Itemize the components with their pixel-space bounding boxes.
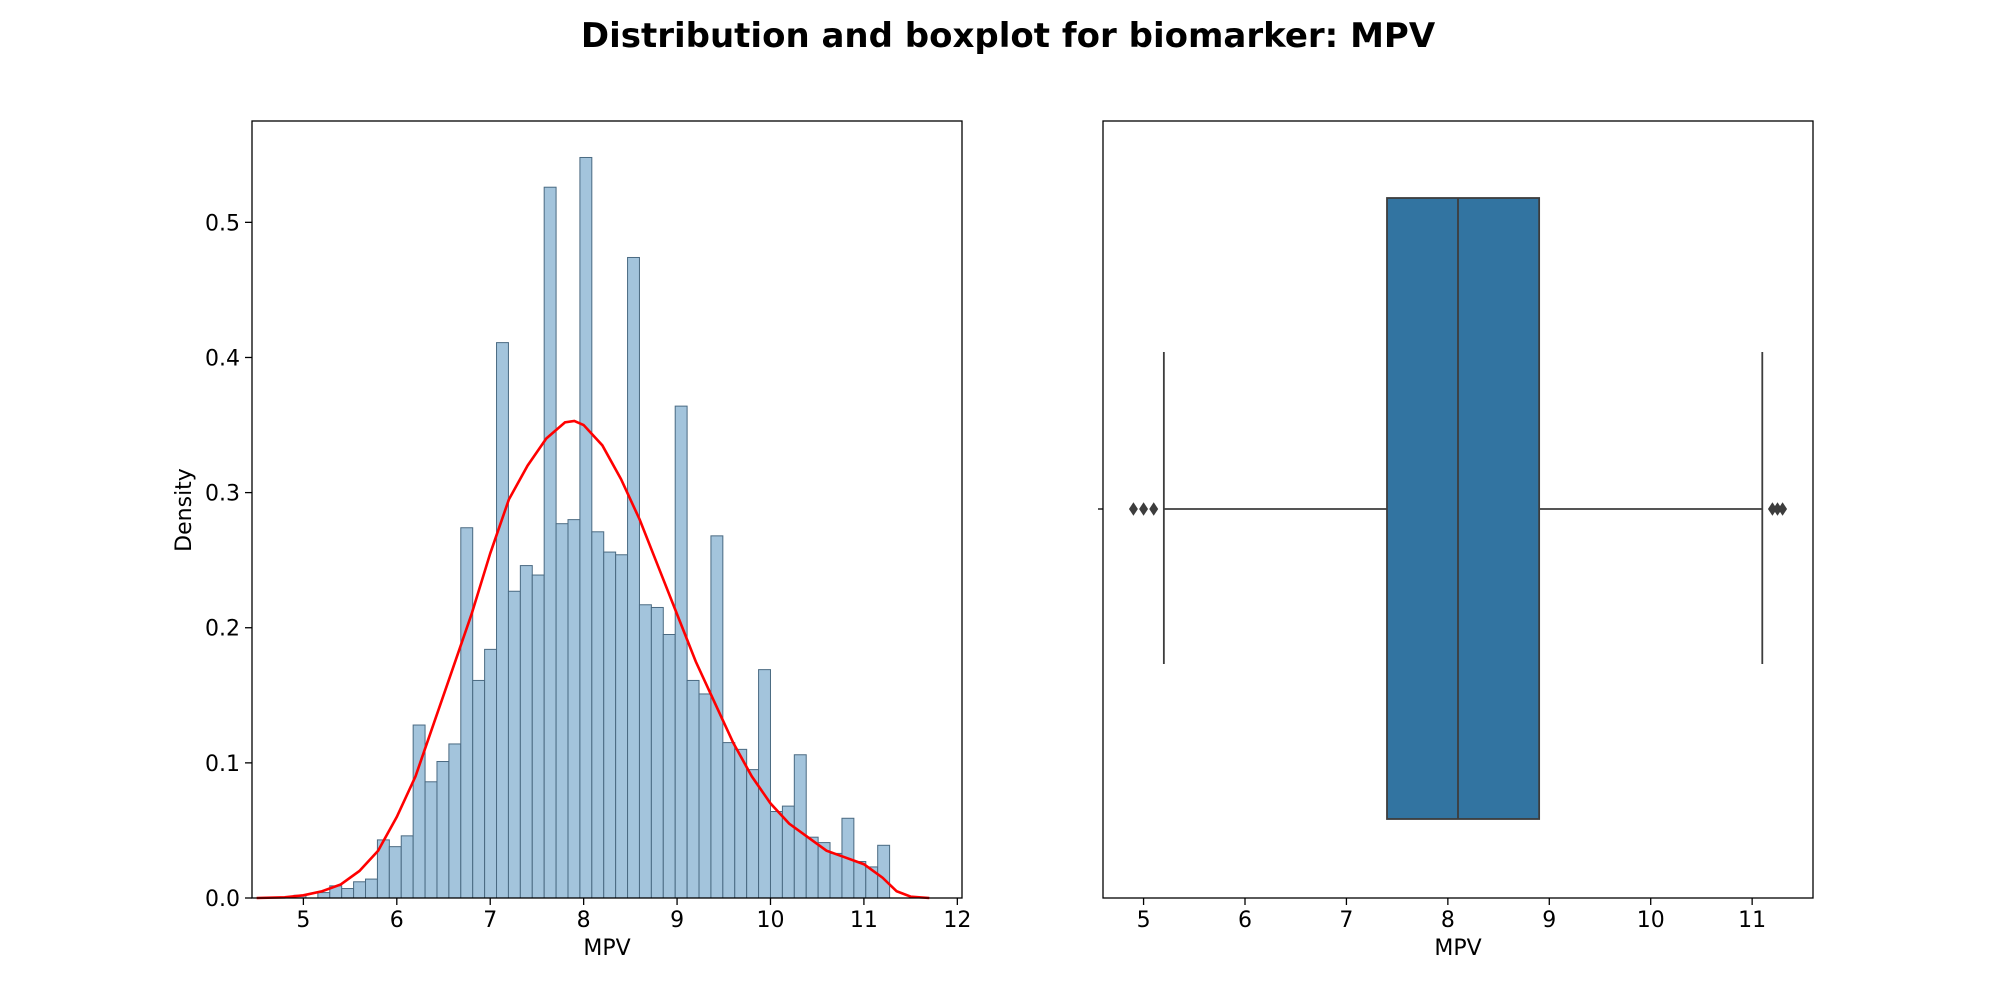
histogram-bar bbox=[388, 846, 402, 899]
histogram-bar bbox=[698, 693, 712, 899]
histogram-bar bbox=[507, 590, 521, 899]
outlier-point bbox=[1139, 502, 1149, 516]
histogram-bar bbox=[638, 604, 652, 899]
histogram-bar bbox=[793, 754, 807, 899]
histogram-bars bbox=[293, 156, 891, 899]
histogram-bar bbox=[662, 633, 676, 899]
histogram-bar bbox=[877, 844, 891, 899]
histogram-x-tick-label: 5 bbox=[296, 908, 310, 933]
histogram-panel: 5 6 7 8 9 10 11 12 0.0 0.1 0.2 0.3 0.4 0.5 MPV Densi… bbox=[172, 120, 971, 961]
histogram-bar bbox=[615, 554, 629, 899]
boxplot-x-tick-label: 11 bbox=[1738, 908, 1766, 933]
histogram-bar bbox=[519, 565, 533, 899]
boxplot-x-ticks: 5 6 7 8 9 10 11 bbox=[1137, 898, 1766, 933]
histogram-bar bbox=[627, 256, 640, 899]
histogram-bar bbox=[674, 405, 688, 899]
histogram-bar bbox=[722, 742, 736, 899]
histogram-bar bbox=[341, 888, 355, 899]
histogram-bar bbox=[579, 156, 593, 899]
histogram-bar bbox=[353, 881, 367, 899]
histogram-y-tick-label: 0.1 bbox=[205, 752, 240, 777]
histogram-y-tick-label: 0.2 bbox=[205, 617, 240, 642]
boxplot-x-tick-label: 8 bbox=[1441, 908, 1455, 933]
histogram-y-ticks: 0.0 0.1 0.2 0.3 0.4 0.5 bbox=[205, 211, 252, 912]
histogram-x-tick-label: 7 bbox=[483, 908, 497, 933]
histogram-bar bbox=[436, 761, 450, 899]
kde-curve bbox=[256, 419, 930, 900]
histogram-bar bbox=[365, 878, 378, 899]
histogram-x-tick-label: 9 bbox=[670, 908, 684, 933]
histogram-x-tick-label: 12 bbox=[943, 908, 971, 933]
boxplot-x-tick-label: 5 bbox=[1137, 908, 1151, 933]
histogram-y-axis-label: Density bbox=[172, 468, 197, 552]
histogram-bar bbox=[317, 892, 331, 899]
interquartile-box bbox=[1386, 197, 1541, 820]
histogram-bar bbox=[829, 852, 843, 899]
histogram-bar bbox=[424, 781, 438, 899]
histogram-frame bbox=[251, 120, 963, 899]
outlier-point bbox=[1128, 502, 1138, 516]
histogram-bar bbox=[484, 648, 498, 899]
histogram-bar bbox=[746, 769, 760, 899]
histogram-y-tick-label: 0.4 bbox=[205, 346, 240, 371]
boxplot-panel: 5 6 7 8 9 10 11 MPV bbox=[1098, 120, 1814, 961]
histogram-y-tick-label: 0.3 bbox=[205, 482, 240, 507]
histogram-bar bbox=[496, 342, 509, 899]
histogram-bar bbox=[400, 835, 414, 899]
histogram-y-tick-label: 0.0 bbox=[205, 887, 240, 912]
histogram-bar bbox=[567, 519, 581, 899]
histogram-x-tick-label: 8 bbox=[577, 908, 591, 933]
histogram-bar bbox=[805, 836, 819, 899]
histogram-x-tick-label: 11 bbox=[850, 908, 878, 933]
histogram-bar bbox=[734, 748, 748, 899]
histogram-bar bbox=[650, 606, 664, 899]
histogram-y-tick-label: 0.5 bbox=[205, 211, 240, 236]
histogram-x-axis-label: MPV bbox=[583, 936, 630, 961]
boxplot-x-tick-label: 10 bbox=[1637, 908, 1665, 933]
histogram-bar bbox=[472, 679, 486, 899]
histogram-bar bbox=[543, 186, 557, 899]
boxplot-x-tick-label: 6 bbox=[1238, 908, 1252, 933]
histogram-bar bbox=[531, 574, 545, 899]
histogram-bar bbox=[758, 669, 771, 899]
histogram-x-tick-label: 6 bbox=[390, 908, 404, 933]
histogram-bar bbox=[603, 551, 617, 899]
outlier-point bbox=[1149, 502, 1159, 516]
boxplot-elements bbox=[1098, 197, 1788, 820]
histogram-bar bbox=[555, 523, 569, 899]
boxplot-x-tick-label: 7 bbox=[1339, 908, 1353, 933]
histogram-x-ticks: 5 6 7 8 9 10 11 12 bbox=[296, 898, 971, 933]
histogram-bar bbox=[686, 679, 700, 899]
histogram-bar bbox=[460, 527, 474, 899]
boxplot-x-tick-label: 9 bbox=[1542, 908, 1556, 933]
histogram-x-tick-label: 10 bbox=[756, 908, 784, 933]
histogram-bar bbox=[853, 861, 867, 899]
boxplot-frame bbox=[1102, 120, 1814, 899]
boxplot-x-axis-label: MPV bbox=[1434, 936, 1481, 961]
outlier-point bbox=[1778, 502, 1788, 516]
histogram-bar bbox=[448, 743, 462, 899]
chart-title: Distribution and boxplot for biomarker: … bbox=[581, 16, 1436, 56]
histogram-bar bbox=[769, 811, 783, 899]
histogram-bar bbox=[591, 531, 605, 899]
